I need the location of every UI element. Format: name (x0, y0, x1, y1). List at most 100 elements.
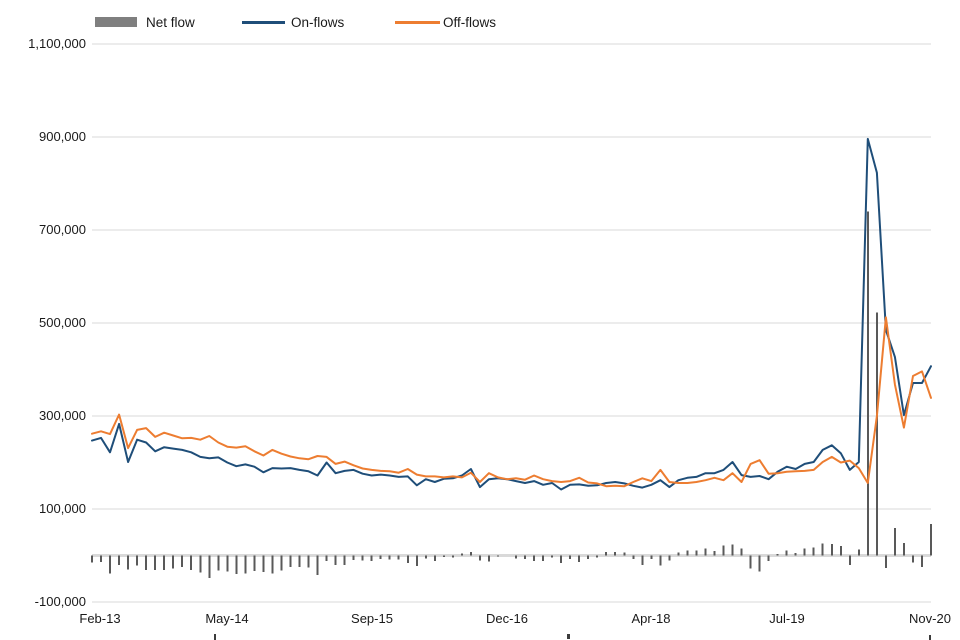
net-flow-bar (875, 312, 878, 556)
on-flows-line (91, 137, 932, 491)
net-flow-bar (713, 550, 716, 556)
net-flow-bar (641, 555, 644, 565)
net-flow-bar (217, 555, 220, 571)
x-tick-label: Dec-16 (486, 611, 528, 626)
net-flow-bar (271, 555, 274, 574)
net-flow-bar (325, 555, 328, 562)
net-flow-bar (515, 555, 518, 559)
net-flow-bar (686, 550, 689, 556)
net-flow-bar (930, 523, 932, 556)
net-flow-bar (740, 548, 743, 556)
net-flow-bar (397, 555, 400, 560)
net-flow-bar (109, 555, 112, 574)
net-flow-bar (524, 555, 527, 559)
net-flow-bar (704, 548, 707, 556)
net-flow-bar (316, 555, 319, 576)
net-flow-bar (235, 555, 238, 575)
x-tick-label: May-14 (205, 611, 249, 626)
net-flow-bar (884, 555, 887, 569)
net-flow-bar (334, 555, 337, 565)
net-flow-bar (632, 555, 635, 560)
y-tick-label: 1,100,000 (28, 36, 86, 51)
net-flow-bar (100, 555, 103, 563)
off-flows-line (91, 316, 932, 488)
net-flow-bar (460, 553, 463, 556)
net-flow-bar (839, 546, 842, 556)
net-flow-bar (181, 555, 184, 568)
net-flow-bar (848, 555, 851, 565)
net-flow-bar (361, 555, 364, 561)
net-flow-bar (812, 547, 815, 556)
y-tick-label: 500,000 (39, 315, 86, 330)
y-tick-label: -100,000 (34, 594, 86, 609)
net-flow-bar (172, 555, 175, 569)
legend-label-net-flow: Net flow (146, 15, 195, 30)
net-flow-bar (677, 552, 680, 556)
net-flow-bar (307, 555, 310, 568)
net-flow-bar (262, 555, 265, 573)
net-flow-bar (433, 555, 436, 562)
y-tick-label: 900,000 (39, 129, 86, 144)
y-tick-label: 100,000 (39, 501, 86, 516)
net-flow-bar (244, 555, 247, 574)
net-flow-swatch (95, 17, 137, 27)
net-flow-bar (911, 555, 914, 563)
net-flow-bar (920, 555, 923, 568)
net-flow-bar (370, 555, 373, 562)
legend-label-on-flows: On-flows (291, 15, 345, 30)
net-flow-bar (415, 555, 418, 567)
net-flow-bar (379, 555, 382, 560)
net-flow-bar (695, 550, 698, 556)
net-flow-bar (542, 555, 545, 562)
net-flow-bar (650, 555, 653, 560)
net-flow-bar (424, 555, 427, 559)
net-flow-bar (803, 548, 806, 556)
net-flow-bar (668, 555, 671, 561)
net-flow-bar (560, 555, 563, 563)
x-tick-label: Apr-18 (631, 611, 671, 626)
net-flow-bar (857, 549, 860, 556)
net-flow-bar (659, 555, 662, 566)
net-flow-bar (587, 555, 590, 559)
net-flow-bar (902, 542, 905, 556)
net-flow-bar (145, 555, 148, 570)
net-flow-bar (749, 555, 752, 569)
net-flow-bar (91, 555, 93, 563)
net-flow-bar (614, 551, 617, 556)
net-flow-bar (731, 544, 734, 556)
net-flow-bar (208, 555, 211, 578)
net-flow-bar (487, 555, 490, 562)
net-flow-bar (623, 552, 626, 556)
legend-label-off-flows: Off-flows (443, 15, 497, 30)
net-flow-bar (893, 528, 896, 556)
x-tick-label: Feb-13 (79, 611, 121, 626)
net-flow-bar (352, 555, 355, 561)
off-flows-swatch (395, 21, 440, 24)
net-flow-bar (127, 555, 130, 570)
net-flow-bar (469, 551, 472, 556)
x-tick-label: Jul-19 (769, 611, 805, 626)
y-tick-label: 700,000 (39, 222, 86, 237)
net-flow-bar (821, 543, 824, 556)
net-flow-bar (533, 555, 536, 562)
net-flow-bar (758, 555, 761, 572)
net-flow-bar (289, 555, 292, 568)
net-flow-bar (776, 554, 779, 556)
net-flow-bar (830, 543, 833, 556)
net-flow-bar (578, 555, 581, 563)
net-flow-bar (722, 545, 725, 556)
net-flow-bar (767, 555, 770, 562)
net-flow-bar (596, 555, 599, 558)
net-flow-bar (280, 555, 283, 571)
net-flow-bar (199, 555, 202, 573)
net-flow-bar (451, 555, 454, 558)
net-flow-bar (478, 555, 481, 561)
on-flows-swatch (242, 21, 285, 24)
y-tick-label: 300,000 (39, 408, 86, 423)
net-flow-bar (118, 555, 121, 565)
net-flow-bar (496, 555, 499, 557)
net-flow-bar (442, 555, 445, 557)
net-flow-bar (253, 555, 256, 571)
